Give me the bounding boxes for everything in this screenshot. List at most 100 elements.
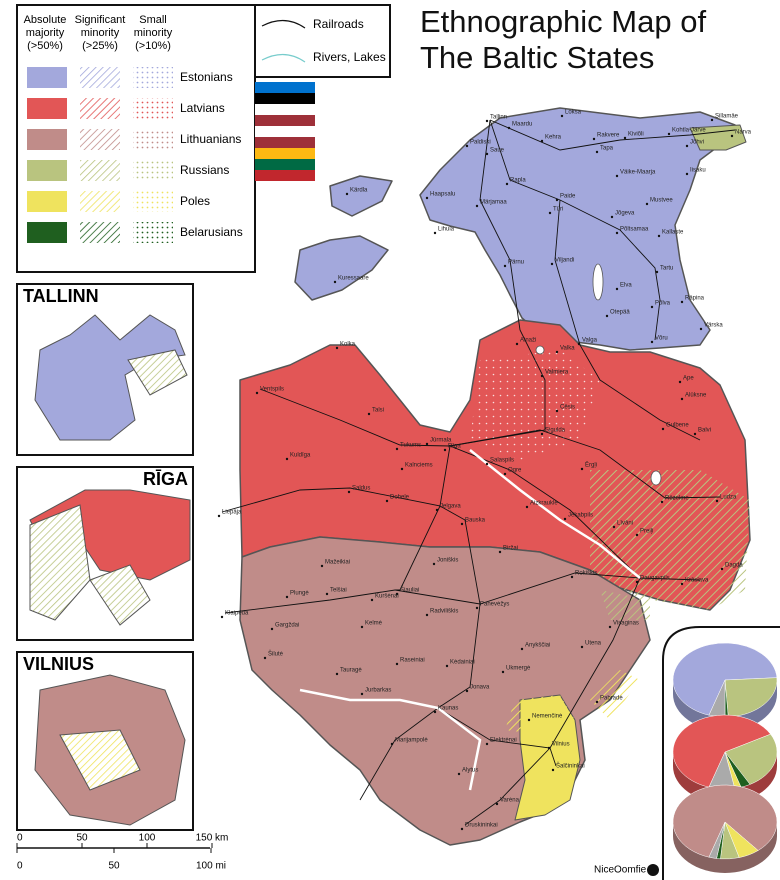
label-layer: Tallinn Maardu Paldiski Saue Loksa Kehra Rakve… [217,110,752,831]
place-label: Saldus [352,486,370,492]
pie-slice [672,784,778,858]
legend-swatch [27,129,67,150]
flag-stripe [255,137,315,148]
place-label: Šilutė [268,651,284,658]
place-label: Ventspils [260,387,284,393]
place-dot [550,262,554,266]
place-label: Gulbene [666,423,689,429]
place-label: Šalčininkai [556,763,585,770]
place-dot [555,409,559,413]
place-label: Salaspils [490,458,514,464]
place-label: Ape [683,376,694,382]
flag-stripe [255,170,315,181]
place-dot [580,645,584,649]
place-label: Plungė [290,591,309,597]
place-label: Varėna [500,798,520,804]
legend-header: minority [134,27,173,39]
inset-title: VILNIUS [23,654,94,674]
legend-swatch [80,98,120,119]
vilnius-polish-minority [505,695,575,735]
place-label: Daugavpils [640,576,670,582]
place-label: Räpina [685,296,705,302]
legend-label: Russians [180,163,229,177]
place-dot [485,462,489,466]
river-sample [261,53,306,63]
place-label: Telšiai [330,588,347,594]
place-dot [270,627,274,631]
vidzeme-dots [470,350,600,460]
place-label: Rīga [448,444,461,450]
place-label: Sigulda [545,428,566,434]
place-dot [555,198,559,202]
place-label: Marijampolė [395,738,428,744]
place-label: Jonava [470,685,490,691]
place-label: Jõhvi [690,140,704,146]
scale-label: 50 [108,861,120,872]
legend-swatch [133,98,173,119]
place-label: Dagda [725,563,743,569]
place-dot [615,174,619,178]
place-label: Valga [582,338,598,344]
credit-icon [647,864,659,876]
daugavpils-russians [600,590,650,620]
place-label: Rēzekne [665,496,689,502]
place-label: Paldiski [470,140,491,146]
place-label: Haapsalu [430,192,455,198]
lake [592,263,604,301]
legend-label: Latvians [180,101,225,115]
flag-stripe [255,82,315,93]
legend-header: minority [81,27,120,39]
title-line: The Baltic States [420,40,654,75]
place-label: Alūksne [685,393,707,399]
place-label: Ogre [508,468,522,474]
place-dot [435,508,439,512]
place-dot [333,280,337,284]
inset-area [59,729,141,791]
place-dot [325,592,329,596]
place-label: Kärdla [350,188,368,194]
place-label: Tapa [600,146,614,152]
place-dot [693,432,697,436]
place-dot [432,562,436,566]
place-label: Türi [553,207,563,213]
place-label: Värska [704,323,723,329]
railroad [489,119,661,341]
place-dot [680,397,684,401]
place-dot [660,500,664,504]
place-dot [367,412,371,416]
place-dot [577,342,581,346]
place-dot [612,525,616,529]
place-dot [475,204,479,208]
place-label: Anykščiai [525,643,550,649]
place-dot [347,490,351,494]
legend-header: (>25%) [82,40,118,52]
place-dot [623,136,627,140]
place-label: Utena [585,641,602,647]
place-label: Elva [620,283,632,289]
place-label: Pärnu [508,260,524,266]
latgale-russian-minority [590,470,750,610]
place-label: Kelmė [365,621,383,627]
place-dot [592,137,596,141]
place-label: Joniškis [437,558,458,564]
place-label: Kehra [545,135,562,141]
place-label: Bauska [465,518,486,524]
place-dot [555,350,559,354]
place-dot [503,264,507,268]
legend-swatch [80,160,120,181]
line-legend-label: Railroads [313,17,364,31]
place-dot [635,533,639,537]
legend-swatch [27,98,67,119]
legend-header: majority [26,27,65,39]
credit: NiceOomfie [594,865,647,876]
place-dot [551,768,555,772]
place-dot [608,625,612,629]
place-label: Ukmergė [506,666,531,672]
place-dot [433,710,437,714]
railroad [554,199,701,441]
legend-swatch [133,129,173,150]
railroad [464,747,551,826]
place-label: Sillamäe [715,114,739,120]
place-dot [645,202,649,206]
place-label: Aizkraukle [530,501,558,507]
